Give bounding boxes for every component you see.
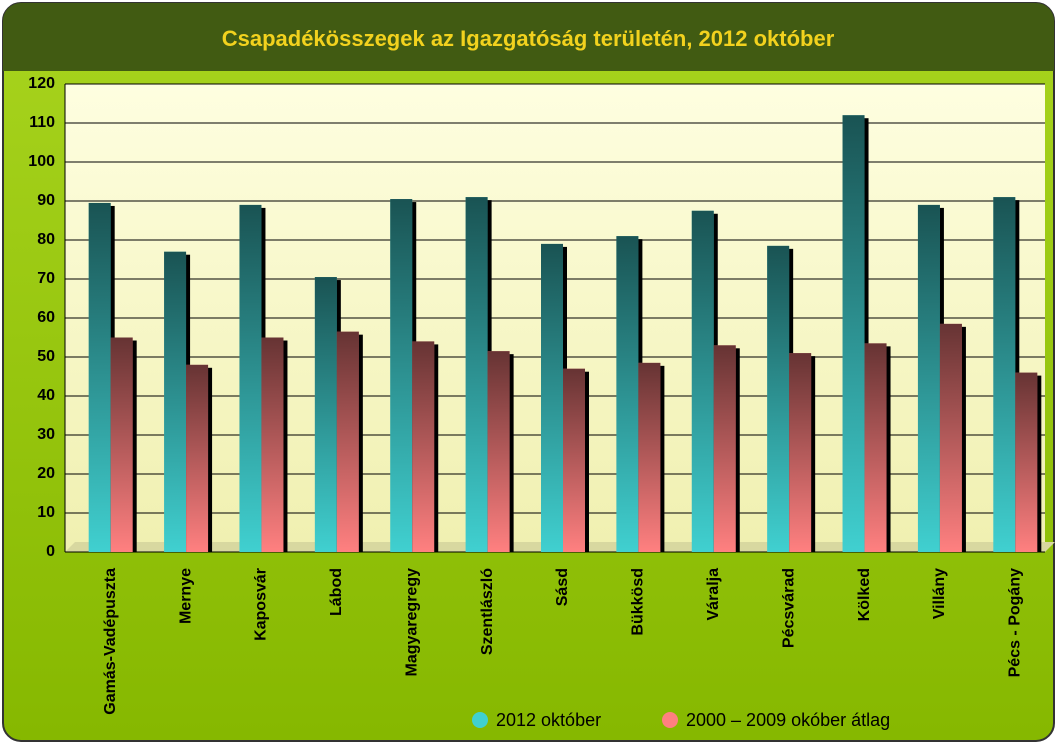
y-tick-label: 120 bbox=[28, 75, 55, 92]
x-tick-label: Váralja bbox=[705, 568, 722, 621]
x-tick-label: Pécsvárad bbox=[780, 568, 797, 648]
bar-shade bbox=[465, 197, 488, 552]
bar-shade bbox=[789, 353, 812, 552]
bar-shade bbox=[186, 364, 209, 552]
y-tick-label: 20 bbox=[37, 465, 55, 482]
legend-label: 2000 – 2009 okóber átlag bbox=[686, 710, 890, 730]
bar-shade bbox=[110, 337, 133, 552]
y-tick-label: 80 bbox=[37, 231, 55, 248]
bar-shade bbox=[864, 343, 887, 552]
bar-shade bbox=[616, 236, 639, 552]
bar-shade bbox=[239, 204, 262, 552]
bar-shade bbox=[713, 345, 736, 552]
y-tick-label: 90 bbox=[37, 192, 55, 209]
x-tick-label: Kaposvár bbox=[253, 568, 270, 641]
bar-shade bbox=[691, 210, 714, 552]
bar-shade bbox=[314, 277, 337, 552]
bar-shade bbox=[261, 337, 284, 552]
x-tick-label: Magyaregregy bbox=[403, 568, 420, 677]
x-tick-label: Szentlászló bbox=[479, 568, 496, 655]
bar-shade bbox=[1015, 372, 1038, 552]
y-tick-label: 70 bbox=[37, 270, 55, 287]
bar-shade bbox=[88, 202, 111, 552]
legend-label: 2012 október bbox=[496, 710, 601, 730]
bar-shade bbox=[917, 204, 940, 552]
bar-shade bbox=[563, 368, 585, 552]
bar-shade bbox=[412, 341, 435, 552]
legend-swatch bbox=[472, 712, 488, 728]
legend-swatch bbox=[662, 712, 678, 728]
chart-title: Csapadékösszegek az Igazgatóság területé… bbox=[222, 26, 835, 51]
x-tick-label: Lábod bbox=[328, 568, 345, 616]
x-tick-label: Pécs - Pogány bbox=[1007, 568, 1024, 677]
bar-shade bbox=[842, 115, 865, 552]
y-tick-label: 40 bbox=[37, 387, 55, 404]
bar-shade bbox=[487, 351, 510, 552]
bar-shade bbox=[390, 199, 413, 553]
y-tick-label: 110 bbox=[29, 114, 55, 131]
y-tick-label: 60 bbox=[37, 309, 55, 326]
x-tick-label: Sásd bbox=[554, 568, 571, 606]
y-tick-label: 10 bbox=[37, 504, 55, 521]
y-tick-label: 30 bbox=[37, 426, 55, 443]
bar-shade bbox=[638, 362, 661, 552]
x-tick-label: Kölked bbox=[856, 568, 873, 621]
y-tick-label: 0 bbox=[46, 543, 55, 560]
bar-shade bbox=[164, 251, 187, 552]
bar-shade bbox=[336, 331, 359, 552]
x-tick-label: Bükkösd bbox=[630, 568, 647, 636]
bar-shade bbox=[993, 197, 1016, 552]
bar-shade bbox=[767, 245, 790, 552]
x-tick-label: Villány bbox=[931, 568, 948, 619]
x-tick-label: Gamás-Vadépuszta bbox=[102, 568, 119, 715]
x-tick-label: Mernye bbox=[177, 568, 194, 624]
header bbox=[3, 3, 1054, 71]
y-tick-label: 50 bbox=[37, 348, 55, 365]
y-tick-label: 100 bbox=[28, 153, 55, 170]
bar-shade bbox=[939, 323, 962, 552]
bar-shade bbox=[541, 243, 563, 552]
